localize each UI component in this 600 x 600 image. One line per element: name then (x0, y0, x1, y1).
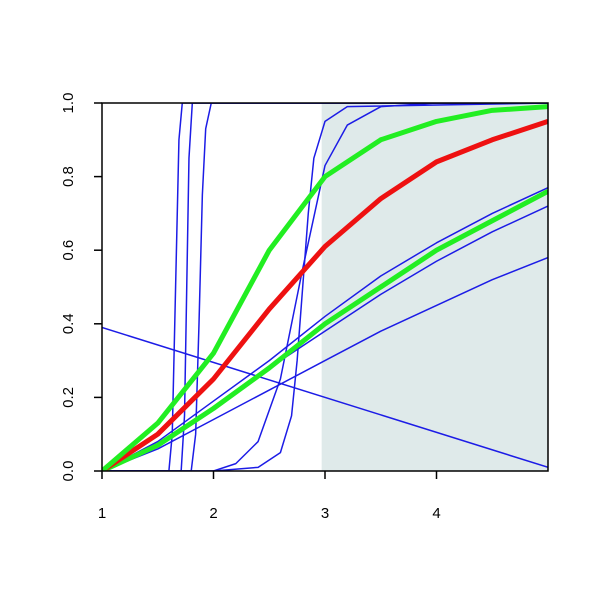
curve (102, 256, 548, 471)
curve (102, 103, 548, 471)
y-tick-label: 0.2 (60, 387, 77, 408)
curve (102, 103, 548, 471)
x-tick-label: 3 (321, 505, 329, 522)
y-tick-label: 1.0 (60, 93, 77, 114)
curve (102, 186, 548, 471)
curve (102, 326, 548, 469)
y-tick-label: 0.8 (60, 166, 77, 187)
x-tick-label: 2 (209, 505, 217, 522)
curve (102, 103, 548, 471)
y-tick-label: 0.6 (60, 240, 77, 261)
curve (102, 103, 548, 471)
curve (102, 104, 548, 471)
y-tick-label: 0.0 (60, 461, 77, 482)
curve (102, 189, 548, 471)
curve (102, 119, 548, 471)
x-tick-label: 1 (98, 505, 106, 522)
y-tick-label: 0.4 (60, 313, 77, 334)
x-tick-label: 4 (432, 505, 440, 522)
